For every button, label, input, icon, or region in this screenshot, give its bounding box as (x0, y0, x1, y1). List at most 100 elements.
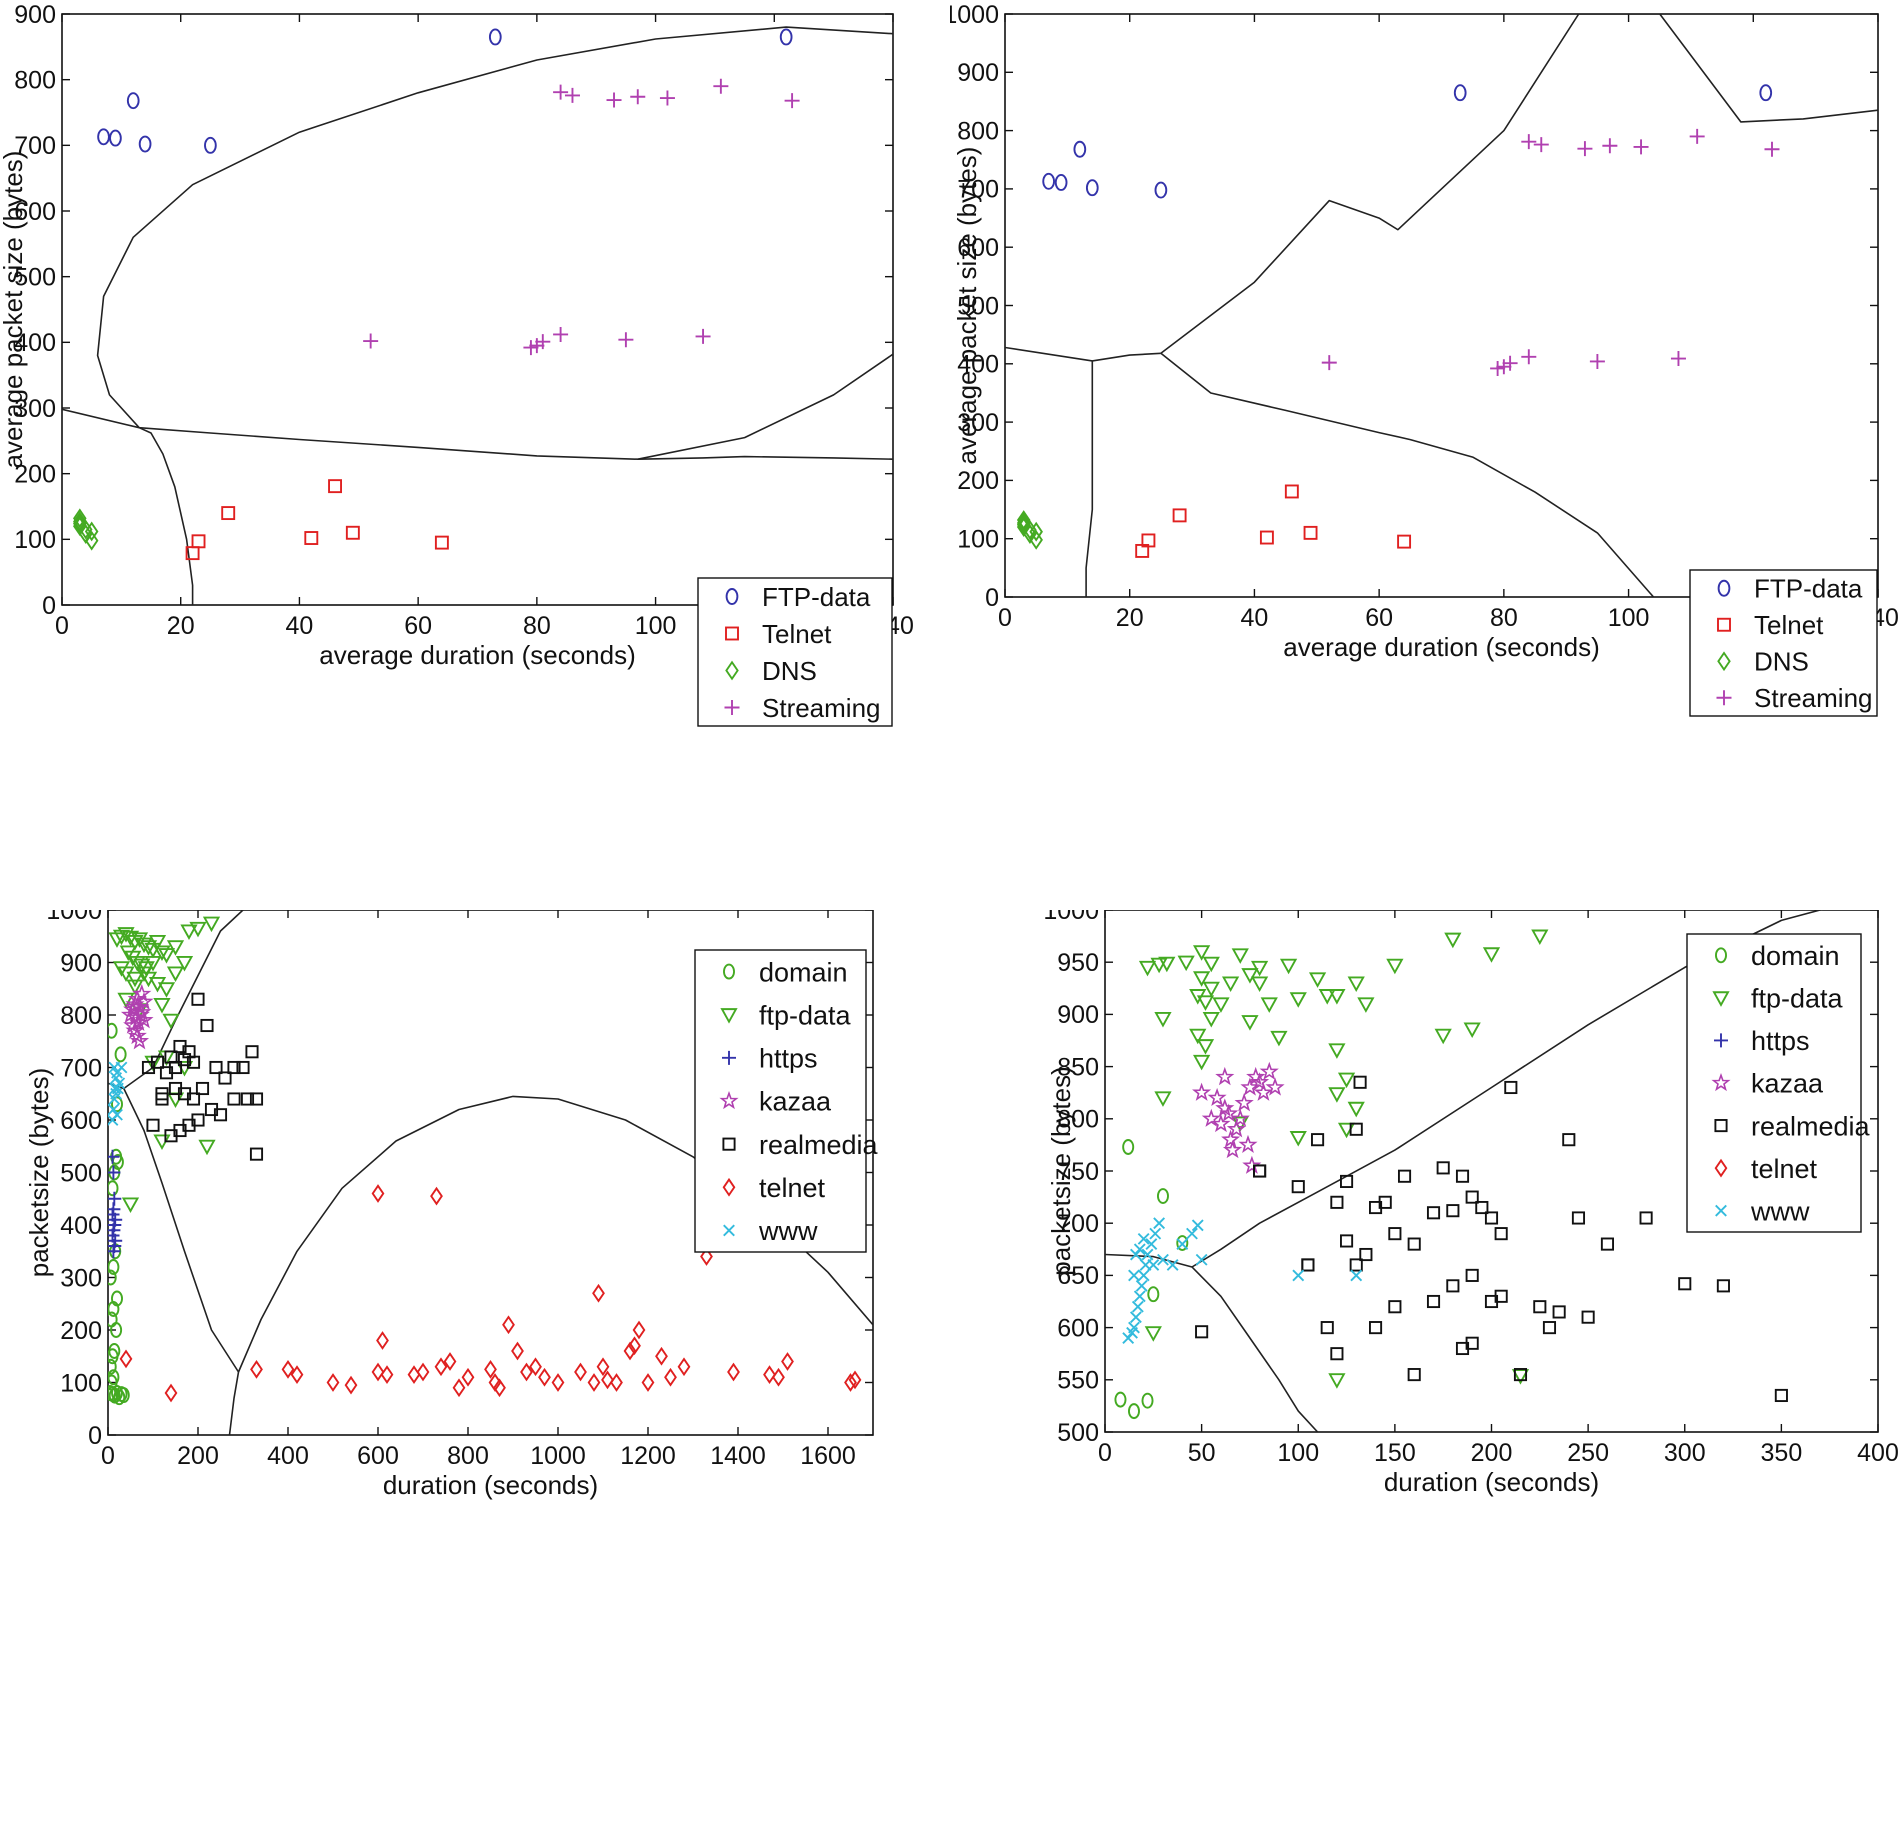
point-ftp-data (1085, 179, 1099, 197)
point-kazaa (1230, 1108, 1250, 1127)
decision-boundary (96, 26, 893, 429)
point-ftp-data (1260, 997, 1278, 1013)
y-axis-label: average packet size (bytes) (0, 151, 28, 469)
point-realmedia (1195, 1325, 1209, 1339)
point-ftp-data (138, 135, 152, 153)
point-telnet (191, 534, 206, 549)
y-tick-label: 700 (14, 132, 56, 160)
point-domain (1127, 1403, 1140, 1420)
point-ftp-data (166, 966, 185, 982)
scatter-chart-3: 0 200 400 600 800 1000 1200 1400 1600 0 100 200 300 4… (24, 910, 879, 1500)
y-tick-label: 650 (1057, 1262, 1099, 1290)
point-streaming (1602, 138, 1618, 154)
legend-marker-www (723, 1224, 735, 1237)
point-ftp-data (1463, 1022, 1481, 1038)
legend-marker-telnet (722, 1177, 736, 1197)
point-ftp-data (1453, 84, 1467, 102)
point-telnet (529, 1357, 542, 1377)
point-domain (1156, 1188, 1169, 1205)
point-ftp-data (1250, 960, 1269, 977)
point-ftp-data (1279, 958, 1298, 975)
point-dns (1029, 529, 1043, 550)
point-telnet (781, 1352, 794, 1371)
point-telnet (434, 1357, 448, 1377)
y-tick-label: 100 (957, 525, 999, 553)
point-ftp-data (124, 950, 142, 967)
point-realmedia (240, 1092, 255, 1106)
scatter-chart-4: 0 50 100 150 200 250 300 350 400 500 550 600 650 700 7… (1043, 910, 1899, 1497)
point-telnet (250, 1359, 263, 1379)
legend-marker-realmedia (722, 1137, 736, 1151)
point-telnet (434, 535, 449, 550)
point-telnet (407, 1365, 421, 1385)
point-ftp-data (779, 28, 793, 46)
point-ftp-data (166, 940, 185, 956)
point-ftp-data (1231, 948, 1249, 964)
point-www (1147, 1259, 1160, 1271)
legend-label-dns: DNS (762, 656, 817, 686)
point-streaming (1521, 349, 1537, 365)
legend-label-streaming: Streaming (762, 693, 881, 723)
x-tick-label: 200 (1471, 1439, 1513, 1467)
point-realmedia (218, 1071, 232, 1085)
point-realmedia (1378, 1195, 1392, 1209)
point-domain (108, 1358, 117, 1375)
point-telnet (677, 1357, 691, 1377)
point-realmedia (1349, 1122, 1363, 1136)
point-kazaa (134, 1010, 154, 1029)
legend-label-https: https (759, 1044, 818, 1074)
point-streaming (713, 78, 729, 94)
legend-marker-domain (1715, 947, 1727, 964)
point-kazaa (132, 983, 152, 1003)
point-streaming (553, 326, 569, 342)
point-dns (1016, 513, 1031, 533)
decision-boundary (62, 408, 893, 460)
legend-marker-https (1714, 1033, 1728, 1048)
point-kazaa (1201, 1108, 1221, 1127)
point-kazaa (1242, 1155, 1262, 1174)
point-realmedia (1465, 1268, 1479, 1282)
point-ftp-data (1241, 968, 1259, 984)
point-streaming (1670, 351, 1686, 367)
y-axis-label: average packet size (bytes) (952, 147, 982, 465)
point-ftp-data (117, 992, 135, 1009)
point-realmedia (1446, 1279, 1460, 1293)
legend-label-streaming: Streaming (1754, 683, 1873, 713)
point-realmedia (1494, 1289, 1508, 1303)
point-www (1135, 1279, 1148, 1292)
point-telnet (502, 1315, 515, 1335)
y-tick-label: 1000 (46, 910, 102, 925)
point-ftp-data (1196, 995, 1215, 1011)
y-tick-label: 850 (1057, 1053, 1099, 1081)
x-tick-label: 300 (1664, 1439, 1706, 1467)
point-ftp-data (1289, 992, 1307, 1008)
point-telnet (164, 1383, 178, 1403)
point-realmedia (1581, 1310, 1595, 1324)
x-tick-label: 100 (1277, 1439, 1319, 1467)
point-realmedia (1639, 1211, 1653, 1225)
point-ftp-data (1289, 1131, 1307, 1147)
x-tick-label: 60 (404, 612, 432, 640)
x-tick-label: 350 (1761, 1439, 1803, 1467)
y-tick-label: 500 (14, 263, 56, 291)
point-realmedia (1340, 1174, 1354, 1188)
point-telnet (281, 1359, 295, 1379)
point-domain (108, 1343, 121, 1359)
point-ftp-data (1073, 140, 1087, 158)
point-realmedia (1330, 1347, 1344, 1361)
point-ftp-data (1202, 981, 1220, 998)
legend-marker-ftp-data (1717, 579, 1731, 597)
legend-label-ftp-data: ftp-data (1751, 984, 1844, 1014)
point-realmedia (1253, 1164, 1267, 1178)
point-ftp-data (117, 927, 135, 943)
point-domain (108, 1369, 120, 1386)
point-ftp-data (1150, 957, 1168, 974)
point-ftp-data (1212, 997, 1230, 1013)
y-tick-label: 500 (60, 1159, 102, 1187)
legend-marker-dns (725, 660, 739, 681)
point-ftp-data (1308, 972, 1327, 988)
point-telnet (664, 1367, 677, 1387)
point-realmedia (1426, 1206, 1441, 1220)
point-ftp-data (198, 1139, 216, 1156)
point-ftp-data (133, 958, 151, 975)
